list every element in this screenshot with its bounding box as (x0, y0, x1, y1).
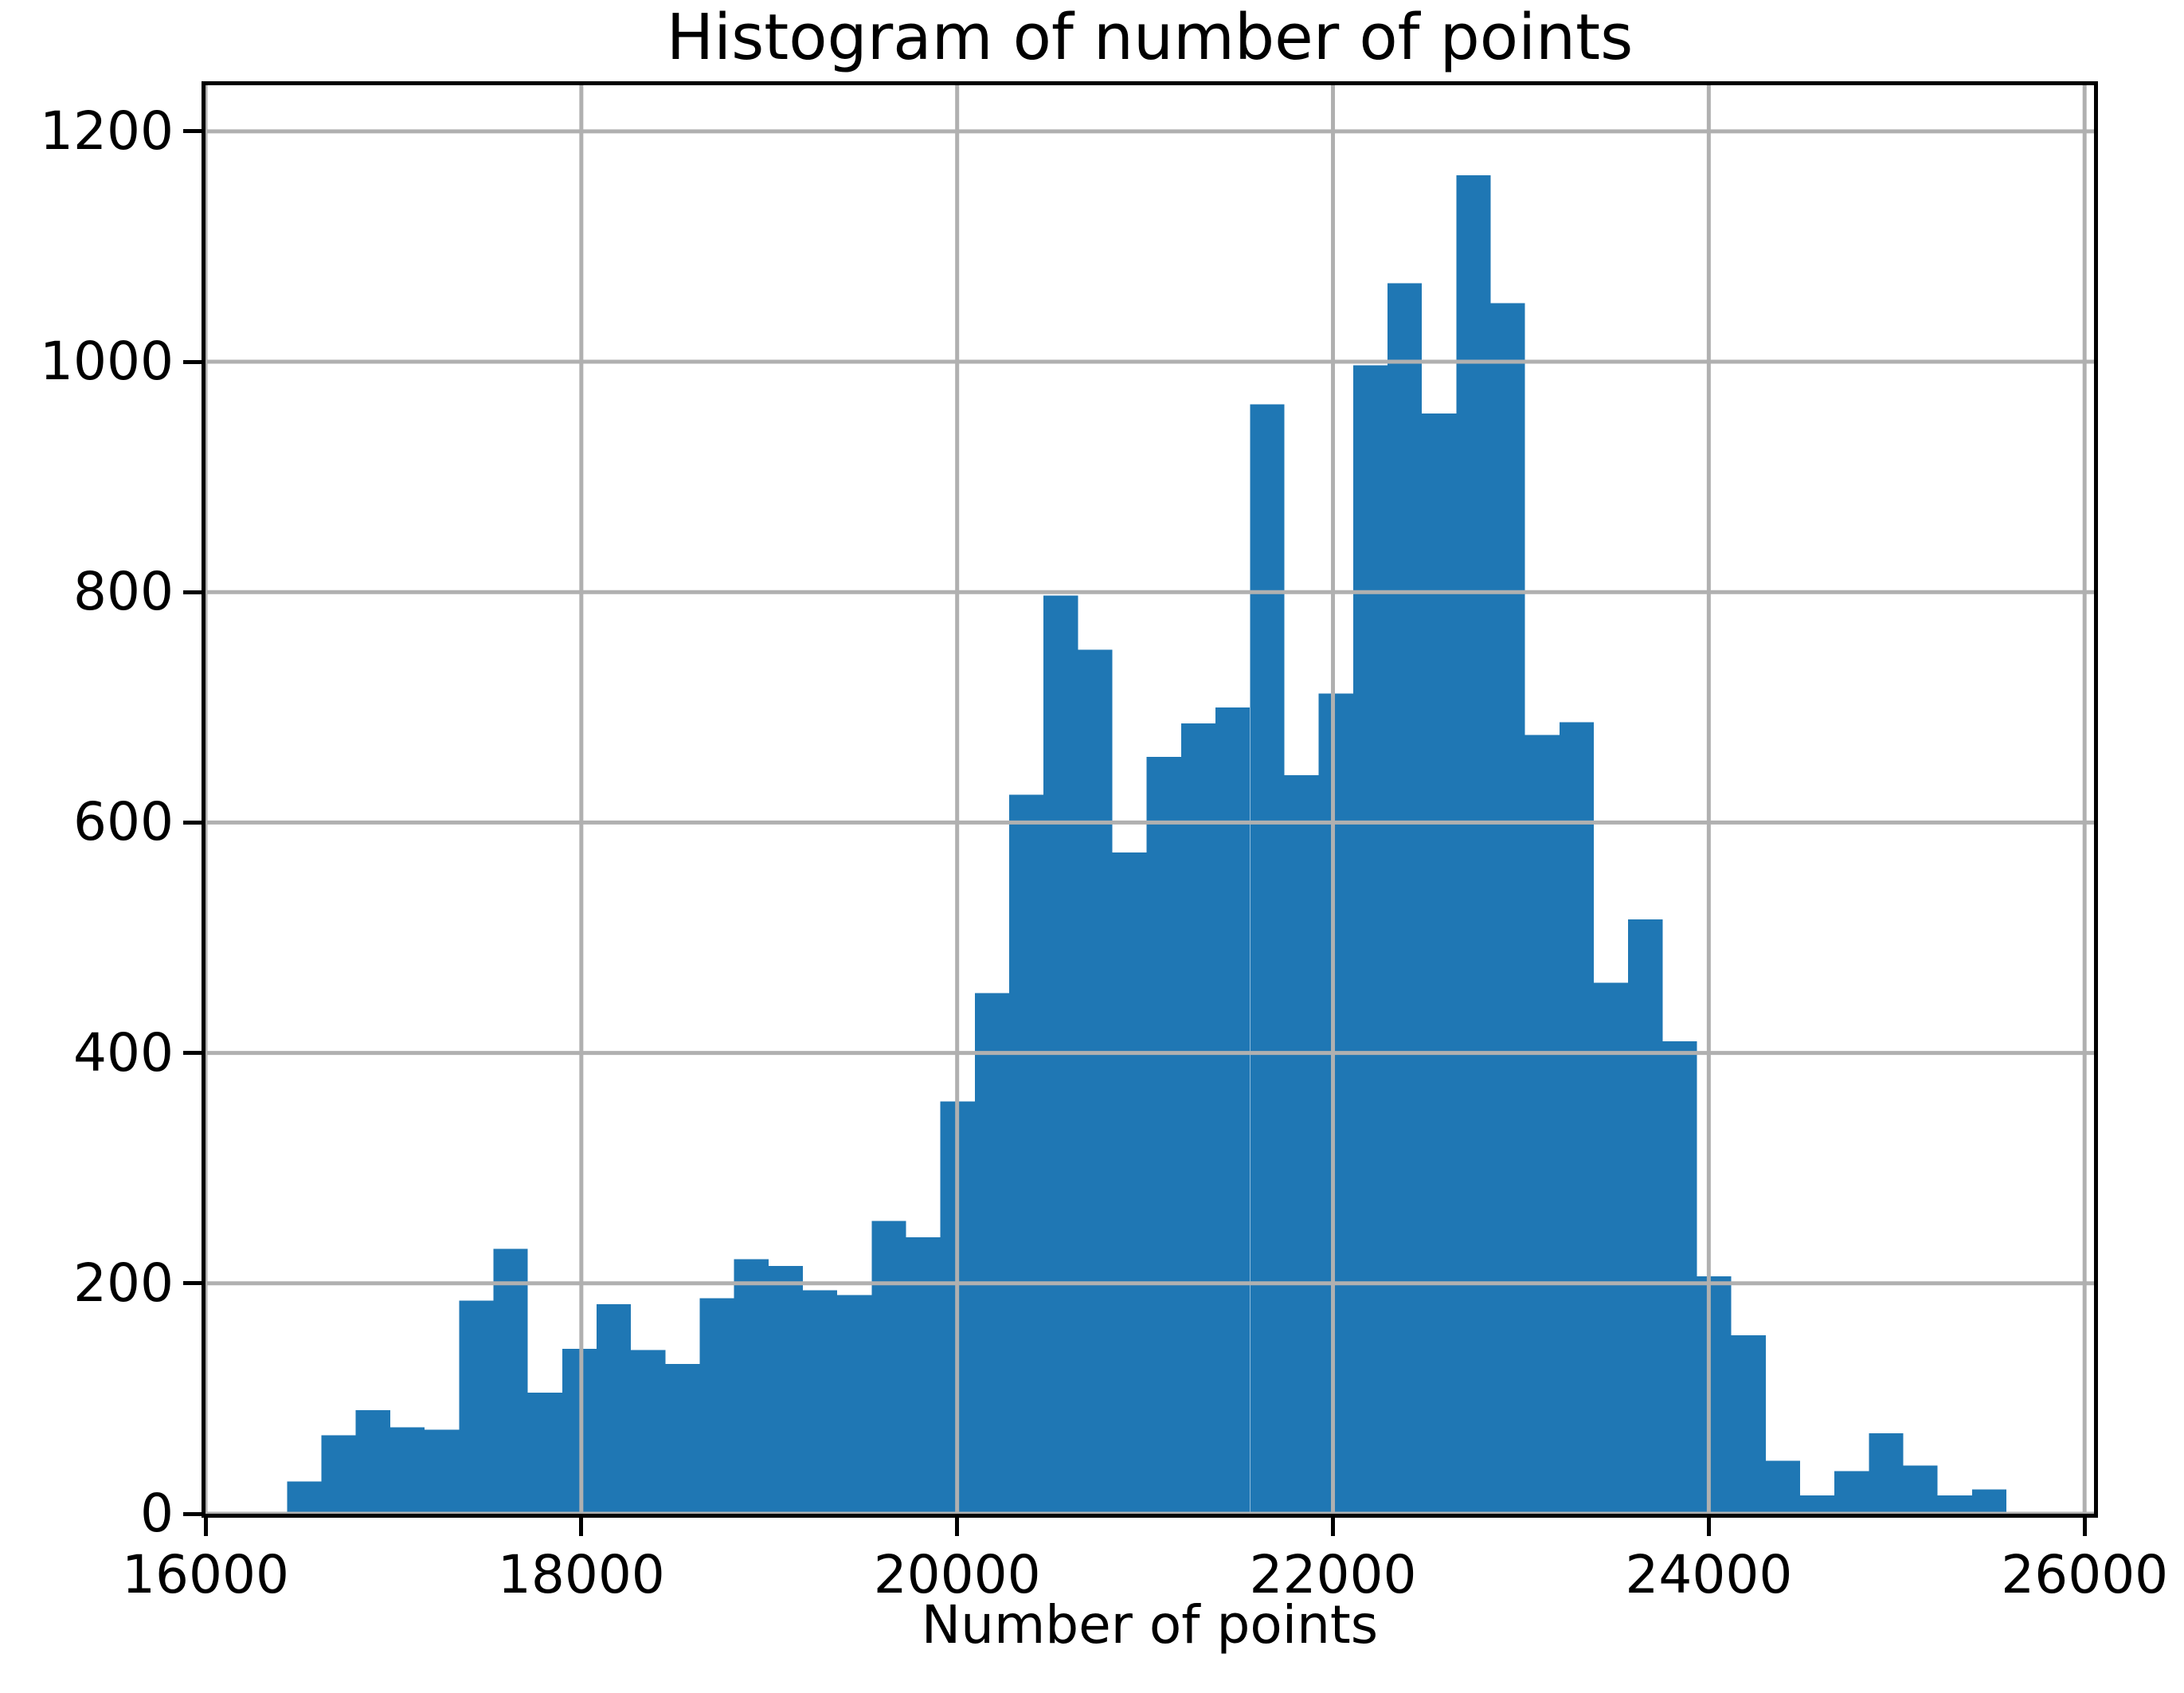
y-tick-mark (183, 590, 202, 594)
histogram-bar (321, 1435, 356, 1514)
x-tick-label: 24000 (1625, 1544, 1793, 1605)
histogram-bar (1937, 1495, 1972, 1514)
x-tick-label: 22000 (1249, 1544, 1417, 1605)
histogram-bar (287, 1481, 322, 1514)
x-tick-mark (1331, 1518, 1336, 1536)
histogram-bar (631, 1350, 666, 1514)
histogram-bar (389, 1427, 425, 1514)
histogram-bar (1593, 982, 1629, 1514)
histogram-bar (1903, 1465, 1938, 1514)
chart-title: Histogram of number of points (666, 1, 1634, 74)
x-tick-mark (579, 1518, 584, 1536)
histogram-bar (699, 1298, 734, 1514)
histogram-bar (355, 1409, 390, 1514)
histogram-bar (1250, 404, 1285, 1514)
histogram-bar (1559, 722, 1594, 1514)
x-tick-mark (2082, 1518, 2087, 1536)
y-tick-mark (183, 1281, 202, 1286)
histogram-bar (1731, 1334, 1766, 1514)
histogram-bar (871, 1221, 906, 1514)
histogram-bar (906, 1236, 941, 1514)
x-tick-label: 20000 (873, 1544, 1041, 1605)
histogram-bar (1765, 1460, 1801, 1514)
histogram-bar (1009, 794, 1044, 1514)
histogram-bar (596, 1303, 632, 1514)
x-tick-label: 16000 (122, 1544, 289, 1605)
y-tick-mark (183, 129, 202, 134)
y-tick-label: 800 (73, 561, 174, 623)
histogram-bar (1352, 365, 1388, 1514)
histogram-bar (1456, 174, 1491, 1514)
histogram-bar (1869, 1432, 1904, 1514)
x-tick-mark (1706, 1518, 1711, 1536)
histogram-bar (425, 1429, 460, 1514)
histogram-bar (665, 1364, 700, 1514)
histogram-bar (1662, 1041, 1697, 1514)
histogram-bar (1800, 1495, 1835, 1514)
histogram-bar (1628, 919, 1663, 1514)
histogram-bar (1078, 649, 1113, 1514)
histogram-bar (1318, 693, 1353, 1514)
histogram-bar (459, 1300, 494, 1514)
histogram-bar (1180, 723, 1216, 1514)
histogram-bar (1284, 775, 1319, 1514)
y-tick-label: 200 (73, 1252, 174, 1314)
y-tick-mark (183, 820, 202, 825)
x-tick-mark (203, 1518, 208, 1536)
histogram-bar (1971, 1489, 2007, 1514)
histogram-bar (837, 1295, 872, 1514)
histogram-bar (1697, 1276, 1732, 1514)
histogram-bar (1834, 1471, 1869, 1514)
histogram-bar (1387, 283, 1423, 1514)
histogram-bar (734, 1259, 769, 1514)
histogram-plot (205, 85, 2094, 1514)
histogram-bar (1422, 413, 1457, 1514)
y-tick-mark (183, 1511, 202, 1516)
histogram-bar (493, 1248, 528, 1514)
y-tick-mark (183, 1051, 202, 1056)
x-axis-label: Number of points (921, 1594, 1379, 1656)
x-tick-label: 26000 (2001, 1544, 2169, 1605)
histogram-bar (802, 1290, 838, 1514)
x-tick-mark (955, 1518, 960, 1536)
y-tick-label: 400 (73, 1021, 174, 1084)
y-tick-label: 1200 (40, 100, 174, 162)
y-tick-mark (183, 359, 202, 364)
y-tick-label: 1000 (40, 331, 174, 393)
histogram-bar (974, 993, 1010, 1514)
plot-area (205, 85, 2094, 1514)
y-tick-label: 0 (140, 1483, 174, 1544)
histogram-bar (527, 1393, 562, 1514)
y-tick-label: 600 (73, 791, 174, 853)
x-tick-label: 18000 (497, 1544, 665, 1605)
histogram-bar (1146, 757, 1181, 1514)
histogram-bar (1490, 303, 1525, 1514)
histogram-bar (1524, 735, 1560, 1514)
histogram-bar (1215, 707, 1251, 1514)
histogram-bar (768, 1266, 803, 1514)
histogram-bar (1112, 852, 1147, 1514)
